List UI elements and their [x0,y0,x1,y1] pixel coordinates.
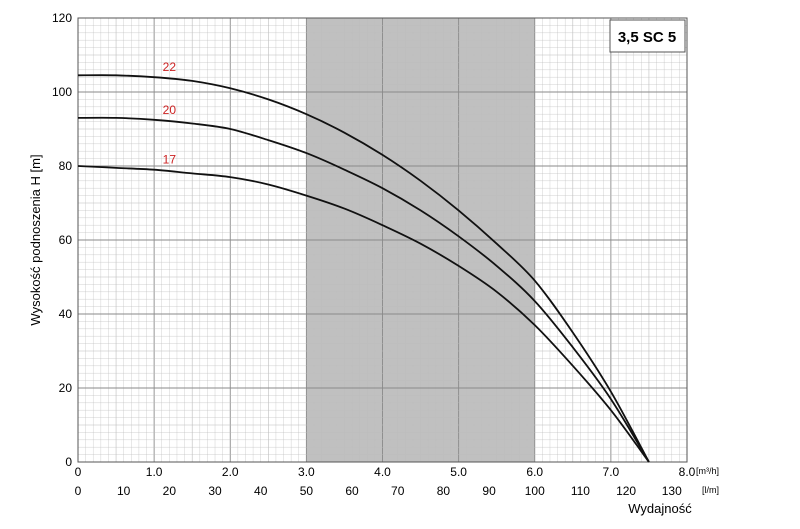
x-tick-label-m3h: 5.0 [450,465,467,479]
series-label-17: 17 [163,153,177,167]
x-tick-label-lm: 30 [208,484,222,498]
x-tick-label-lm: 10 [117,484,131,498]
x-tick-labels-lm: 0 10 20 30 40 50 60 70 80 90 100 110 120 130 [75,484,682,498]
plot-frame [77,17,688,463]
x-tick-labels-m3h: 0 1.0 2.0 3.0 4.0 5.0 6.0 7.0 8.0 [75,465,696,479]
y-tick-label: 0 [65,455,72,469]
x-axis-label: Wydajność [628,501,692,516]
x-tick-label-lm: 0 [75,484,82,498]
title-box [609,19,686,53]
curve-22 [77,74,650,463]
chart-title: 3,5 SC 5 [618,29,676,46]
y-tick-label: 20 [59,381,73,395]
x-tick-label-lm: 80 [437,484,451,498]
grid [77,17,688,463]
y-tick-label: 100 [52,85,72,99]
series-label-22: 22 [163,60,177,74]
series-label-20: 20 [163,103,177,117]
x-tick-label-lm: 130 [662,484,682,498]
y-tick-label: 40 [59,307,73,321]
x-tick-label-m3h: 1.0 [146,465,163,479]
x-tick-label-lm: 40 [254,484,268,498]
x-tick-label-lm: 90 [482,484,496,498]
x-tick-label-lm: 100 [525,484,545,498]
y-tick-label: 80 [59,159,73,173]
x-tick-label-m3h: 8.0 [679,465,696,479]
x-unit-m3h: [m³/h] [696,466,719,476]
x-unit-lm: [l/m] [702,485,719,495]
x-tick-label-lm: 20 [163,484,177,498]
y-tick-labels: 0 20 40 60 80 100 120 [52,11,72,469]
y-axis-label: Wysokość podnoszenia H [m] [28,154,43,325]
curves: 22 20 17 [77,60,650,463]
x-tick-label-m3h: 7.0 [603,465,620,479]
x-tick-label-lm: 120 [616,484,636,498]
curve-17 [77,165,650,463]
x-tick-label-lm: 50 [300,484,314,498]
x-tick-label-m3h: 6.0 [526,465,543,479]
y-tick-label: 120 [52,11,72,25]
x-tick-label-m3h: 4.0 [374,465,391,479]
x-tick-label-m3h: 2.0 [222,465,239,479]
y-tick-label: 60 [59,233,73,247]
x-tick-label-m3h: 0 [75,465,82,479]
x-tick-label-m3h: 3.0 [298,465,315,479]
x-tick-label-lm: 70 [391,484,405,498]
curve-20 [77,116,650,463]
x-tick-label-lm: 110 [571,484,590,498]
x-tick-label-lm: 60 [345,484,359,498]
